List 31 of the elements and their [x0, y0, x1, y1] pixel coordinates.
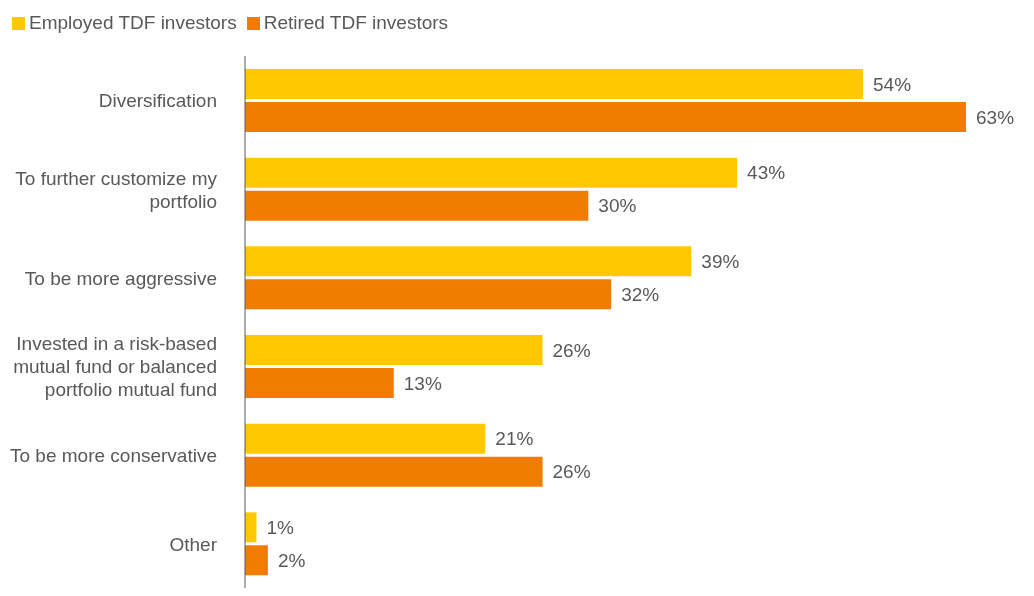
- data-label: 26%: [552, 339, 591, 361]
- bar: [245, 335, 543, 365]
- data-label: 1%: [266, 517, 295, 539]
- y-tick-label: To be more aggressive: [24, 267, 217, 289]
- data-label: 39%: [701, 251, 740, 273]
- y-tick-label: Other: [169, 533, 218, 555]
- y-tick-label: Invested in a risk-based mutual fund or balanced portfolio mutual fund: [13, 332, 217, 400]
- data-label: 63%: [976, 106, 1015, 128]
- legend-label: Retired TDF investors: [263, 12, 449, 33]
- data-label: 30%: [598, 195, 637, 217]
- bar: [245, 190, 589, 221]
- y-tick-label: To further customize my portfolio: [15, 167, 218, 211]
- bar: [245, 423, 486, 454]
- bar: [245, 157, 738, 188]
- bar: [245, 279, 612, 310]
- data-label: 26%: [552, 461, 591, 483]
- bar: [245, 456, 543, 487]
- bar: [245, 102, 966, 132]
- data-label: 2%: [277, 550, 306, 572]
- data-label: 54%: [873, 73, 912, 95]
- data-label: 13%: [403, 372, 442, 394]
- bar: [245, 69, 863, 99]
- bar: [245, 545, 268, 576]
- y-tick-label: Diversification: [98, 89, 217, 111]
- bar: [245, 368, 394, 398]
- data-label: 32%: [621, 284, 660, 306]
- bar: [245, 246, 692, 277]
- data-label: 43%: [747, 162, 786, 184]
- data-label: 21%: [495, 428, 534, 450]
- y-tick-label: To be more conservative: [10, 444, 217, 466]
- legend-label: Employed TDF investors: [29, 12, 237, 33]
